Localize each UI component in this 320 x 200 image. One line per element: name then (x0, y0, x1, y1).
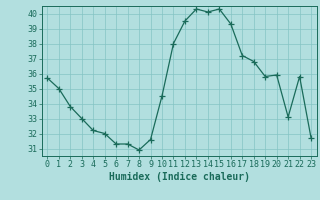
X-axis label: Humidex (Indice chaleur): Humidex (Indice chaleur) (109, 172, 250, 182)
